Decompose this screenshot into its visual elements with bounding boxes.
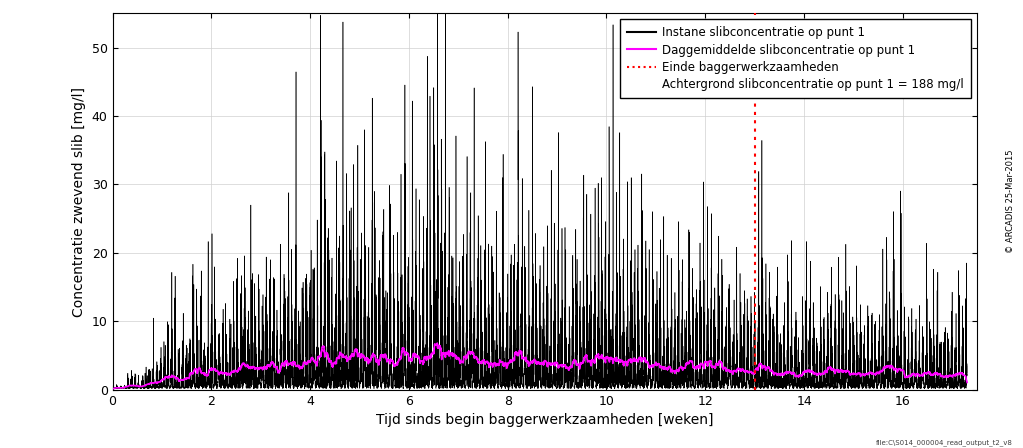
X-axis label: Tijd sinds begin baggerwerkzaamheden [weken]: Tijd sinds begin baggerwerkzaamheden [we… bbox=[376, 413, 713, 427]
Text: file:C\S014_000004_read_output_t2_v8: file:C\S014_000004_read_output_t2_v8 bbox=[876, 439, 1013, 446]
Y-axis label: Concentratie zwevend slib [mg/l]: Concentratie zwevend slib [mg/l] bbox=[72, 86, 86, 317]
Legend: Instane slibconcentratie op punt 1, Daggemiddelde slibconcentratie op punt 1, Ei: Instane slibconcentratie op punt 1, Dagg… bbox=[620, 19, 971, 98]
Text: © ARCADIS 25-Mar-2015: © ARCADIS 25-Mar-2015 bbox=[1007, 150, 1015, 254]
